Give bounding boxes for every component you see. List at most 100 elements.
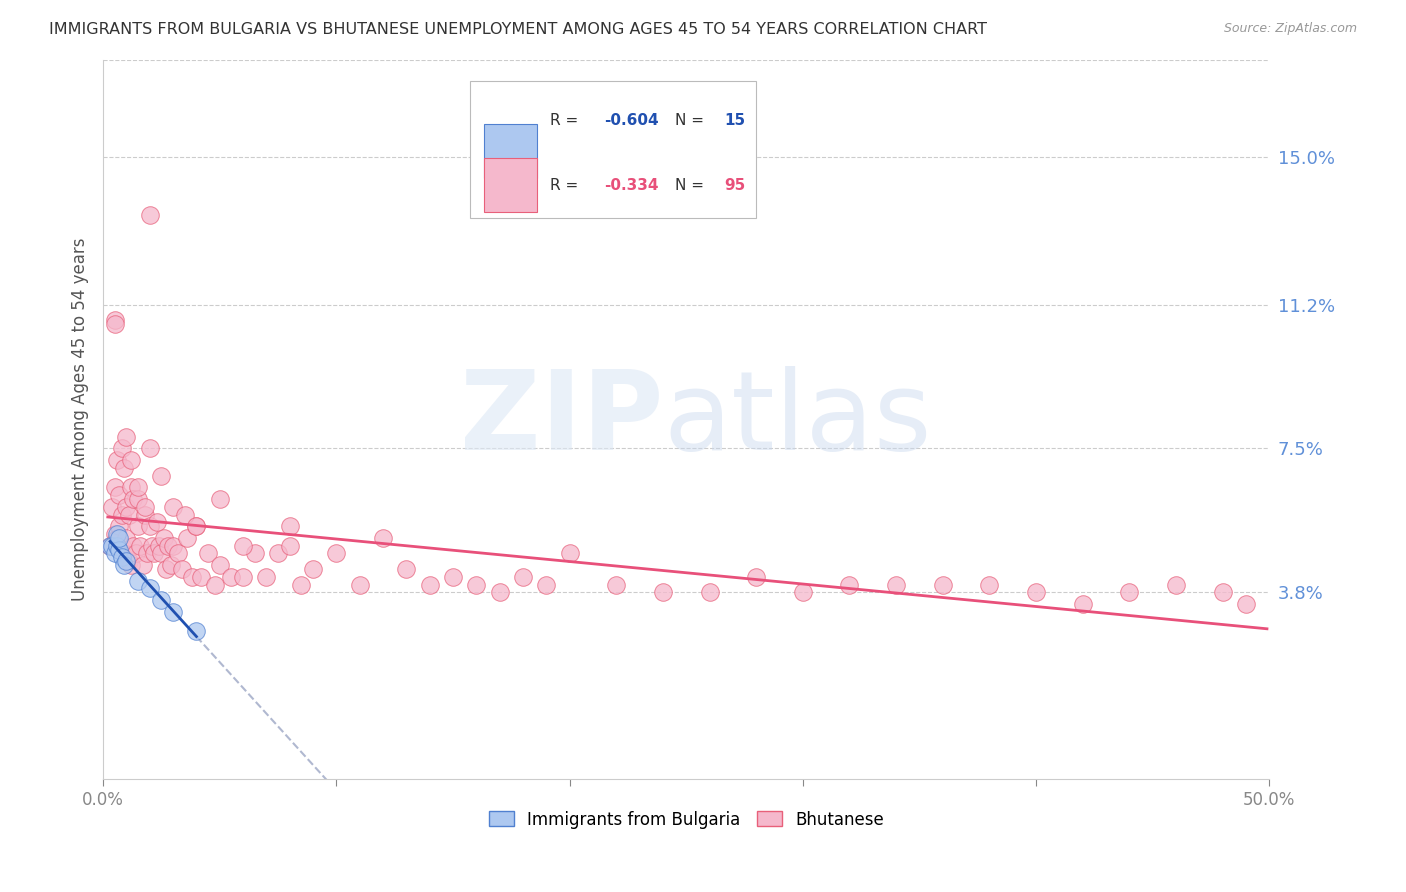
- Point: [104, 527, 127, 541]
- Point: [173, 508, 195, 522]
- Point: [488, 585, 510, 599]
- Point: [1164, 577, 1187, 591]
- Point: [150, 468, 173, 483]
- Point: [605, 577, 627, 591]
- Point: [129, 539, 152, 553]
- Text: atlas: atlas: [662, 366, 931, 473]
- Point: [105, 539, 128, 553]
- Point: [166, 546, 188, 560]
- Point: [278, 519, 301, 533]
- Point: [152, 531, 174, 545]
- Point: [122, 491, 145, 506]
- Point: [186, 624, 208, 639]
- Point: [1025, 585, 1047, 599]
- Text: 95: 95: [724, 178, 747, 193]
- Text: R =: R =: [550, 113, 583, 128]
- Point: [208, 491, 231, 506]
- Point: [118, 554, 141, 568]
- Text: IMMIGRANTS FROM BULGARIA VS BHUTANESE UNEMPLOYMENT AMONG AGES 45 TO 54 YEARS COR: IMMIGRANTS FROM BULGARIA VS BHUTANESE UN…: [49, 22, 987, 37]
- Point: [105, 453, 128, 467]
- Point: [120, 480, 142, 494]
- Point: [139, 582, 162, 596]
- Text: Source: ZipAtlas.com: Source: ZipAtlas.com: [1223, 22, 1357, 36]
- Point: [932, 577, 955, 591]
- Point: [243, 546, 266, 560]
- Point: [115, 531, 138, 545]
- Point: [104, 546, 127, 560]
- Point: [232, 570, 254, 584]
- Point: [186, 519, 208, 533]
- Text: R =: R =: [550, 178, 583, 193]
- Point: [512, 570, 534, 584]
- Point: [115, 430, 138, 444]
- Point: [111, 539, 134, 553]
- FancyBboxPatch shape: [485, 124, 537, 178]
- Point: [134, 508, 156, 522]
- Point: [139, 519, 162, 533]
- Point: [127, 480, 149, 494]
- Point: [371, 531, 394, 545]
- Point: [104, 480, 127, 494]
- Point: [139, 442, 162, 456]
- Point: [104, 317, 127, 331]
- Point: [221, 570, 243, 584]
- Point: [441, 570, 464, 584]
- Point: [150, 593, 173, 607]
- Point: [143, 546, 166, 560]
- Text: -0.334: -0.334: [605, 178, 659, 193]
- Point: [105, 531, 128, 545]
- Text: ZIP: ZIP: [460, 366, 662, 473]
- Point: [127, 491, 149, 506]
- Point: [112, 546, 135, 560]
- Point: [157, 539, 180, 553]
- Point: [1212, 585, 1234, 599]
- Point: [465, 577, 488, 591]
- Point: [204, 577, 226, 591]
- Point: [395, 562, 418, 576]
- Legend: Immigrants from Bulgaria, Bhutanese: Immigrants from Bulgaria, Bhutanese: [482, 804, 890, 835]
- Point: [979, 577, 1001, 591]
- Point: [120, 453, 142, 467]
- Point: [699, 585, 721, 599]
- Point: [155, 562, 177, 576]
- Point: [558, 546, 581, 560]
- Point: [302, 562, 325, 576]
- Point: [101, 539, 124, 553]
- Point: [112, 461, 135, 475]
- Point: [419, 577, 441, 591]
- Point: [197, 546, 219, 560]
- Point: [745, 570, 768, 584]
- Point: [1071, 597, 1094, 611]
- Point: [792, 585, 814, 599]
- Text: -0.604: -0.604: [605, 113, 659, 128]
- Point: [278, 539, 301, 553]
- Point: [651, 585, 673, 599]
- Point: [134, 500, 156, 514]
- Point: [115, 554, 138, 568]
- FancyBboxPatch shape: [471, 81, 756, 218]
- Point: [146, 516, 169, 530]
- Point: [98, 539, 121, 553]
- Point: [127, 574, 149, 588]
- Point: [105, 527, 128, 541]
- Point: [884, 577, 907, 591]
- Point: [838, 577, 860, 591]
- Text: N =: N =: [675, 178, 709, 193]
- FancyBboxPatch shape: [485, 158, 537, 212]
- Point: [122, 539, 145, 553]
- Point: [190, 570, 212, 584]
- Point: [208, 558, 231, 572]
- Point: [180, 570, 202, 584]
- Point: [172, 562, 194, 576]
- Point: [1118, 585, 1140, 599]
- Point: [148, 539, 170, 553]
- Point: [290, 577, 312, 591]
- Point: [118, 508, 141, 522]
- Point: [101, 500, 124, 514]
- Point: [162, 500, 184, 514]
- Point: [159, 558, 181, 572]
- Point: [108, 519, 131, 533]
- Point: [108, 488, 131, 502]
- Point: [111, 550, 134, 565]
- Point: [112, 558, 135, 572]
